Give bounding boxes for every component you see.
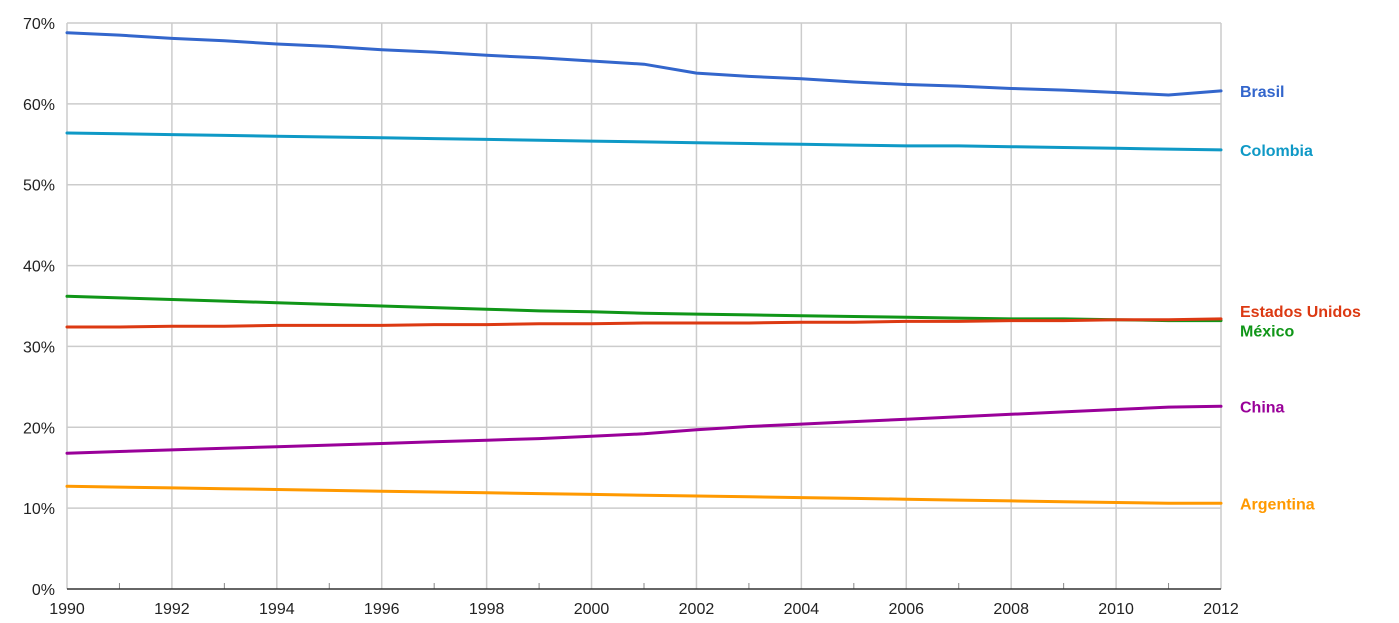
series-label: Brasil xyxy=(1240,84,1284,101)
series-lines xyxy=(65,31,1223,505)
x-tick-label: 1994 xyxy=(259,601,295,618)
x-tick-label: 2002 xyxy=(679,601,715,618)
series-line-brasil xyxy=(65,31,1223,97)
series-label: China xyxy=(1240,399,1285,416)
x-tick-label: 1998 xyxy=(469,601,505,618)
x-axis-tick-labels: 1990 1992 1994 1996 1998 2000 2002 2004 2006 2008… xyxy=(49,601,1239,618)
axes xyxy=(67,583,1221,590)
y-tick-label: 20% xyxy=(23,420,55,437)
x-tick-label: 2008 xyxy=(993,601,1029,618)
y-tick-label: 0% xyxy=(32,582,55,599)
grid-lines xyxy=(66,22,1222,589)
x-tick-label: 1990 xyxy=(49,601,85,618)
y-tick-label: 70% xyxy=(23,16,55,33)
x-tick-label: 2004 xyxy=(784,601,820,618)
y-axis-tick-labels: 0% 10% 20% 30% 40% 50% 60% 70% xyxy=(23,16,55,599)
series-label: Colombia xyxy=(1240,143,1313,160)
x-tick-label: 2000 xyxy=(574,601,610,618)
series-line-argentina xyxy=(65,484,1223,505)
x-tick-label: 1992 xyxy=(154,601,190,618)
y-tick-label: 10% xyxy=(23,501,55,518)
x-tick-label: 1996 xyxy=(364,601,400,618)
series-label: Estados Unidos xyxy=(1240,304,1361,321)
series-label: Argentina xyxy=(1240,496,1315,513)
series-labels: Brasil Colombia México Estados Unidos China A… xyxy=(1240,84,1361,513)
x-tick-label: 2006 xyxy=(888,601,924,618)
series-line-colombia xyxy=(65,131,1223,152)
series-line-china xyxy=(65,404,1223,455)
series-line-m-xico xyxy=(65,294,1223,323)
series-label: México xyxy=(1240,324,1294,341)
x-tick-label: 2012 xyxy=(1203,601,1239,618)
y-tick-label: 50% xyxy=(23,178,55,195)
x-tick-label: 2010 xyxy=(1098,601,1134,618)
series-line-estados-unidos xyxy=(65,317,1223,329)
y-tick-label: 30% xyxy=(23,339,55,356)
y-tick-label: 40% xyxy=(23,259,55,276)
y-tick-label: 60% xyxy=(23,97,55,114)
